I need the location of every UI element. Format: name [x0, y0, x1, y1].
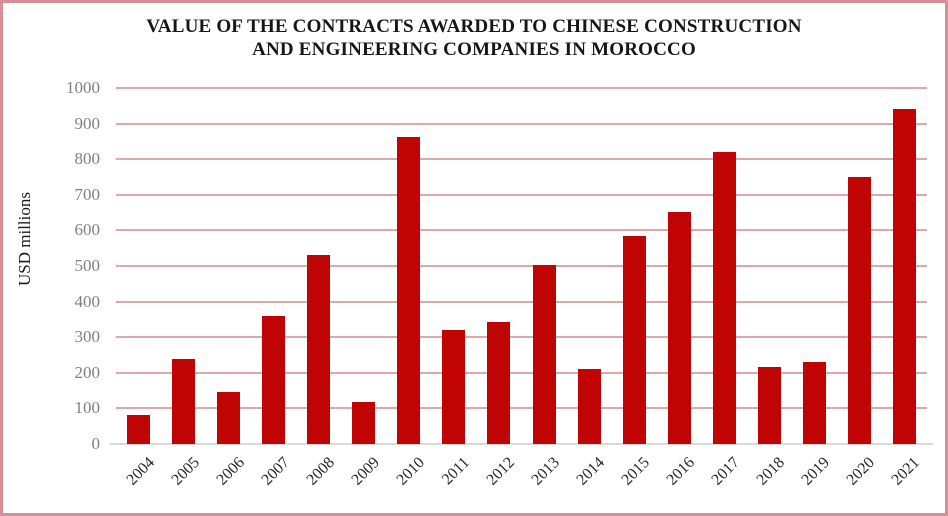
x-tick-label-2017: 2017	[708, 454, 744, 489]
gridline-1000	[116, 87, 927, 89]
y-tick-label-700: 700	[74, 184, 101, 204]
gridline-100	[116, 407, 927, 410]
gridline-900	[116, 122, 927, 125]
bar-2021	[892, 109, 916, 444]
bar-2005	[172, 358, 196, 444]
bar-2010	[397, 136, 421, 444]
x-tick-label-2007: 2007	[258, 454, 293, 489]
plot-area	[110, 87, 933, 445]
bar-2004	[127, 414, 151, 444]
bar-2006	[217, 392, 241, 444]
x-tick-label-2013: 2013	[528, 454, 564, 489]
x-tick-label-2021: 2021	[888, 454, 924, 489]
x-tick-label-2015: 2015	[618, 454, 654, 489]
gridline-400	[116, 300, 927, 303]
bar-2014	[577, 368, 601, 444]
bar-2008	[307, 254, 331, 444]
y-tick-label-200: 200	[74, 362, 101, 382]
bar-2020	[847, 177, 871, 444]
gridline-300	[116, 336, 927, 339]
y-tick-label-600: 600	[74, 220, 101, 240]
gridline-500	[116, 265, 927, 267]
x-tick-label-2012: 2012	[483, 454, 518, 489]
x-tick-label-2014: 2014	[573, 454, 609, 489]
x-tick-label-2009: 2009	[348, 454, 383, 489]
bar-2015	[622, 235, 646, 444]
y-tick-label-1000: 1000	[66, 78, 100, 97]
bar-2011	[442, 329, 466, 444]
x-tick-label-2011: 2011	[438, 454, 473, 489]
bar-2009	[352, 402, 376, 444]
gridline-200	[116, 371, 927, 374]
x-tick-label-2018: 2018	[753, 454, 789, 489]
bar-2007	[262, 315, 286, 444]
gridline-600	[116, 229, 927, 232]
y-tick-label-900: 900	[74, 113, 101, 133]
x-tick-label-2006: 2006	[212, 454, 248, 489]
chart-title-line-1: VALUE OF THE CONTRACTS AWARDED TO CHINES…	[146, 16, 802, 37]
y-tick-label-400: 400	[74, 291, 101, 311]
chart-title: VALUE OF THE CONTRACTS AWARDED TO CHINES…	[3, 15, 945, 61]
x-tick-label-2005: 2005	[167, 454, 203, 489]
x-axis-line	[110, 443, 933, 445]
gridline-800	[116, 158, 927, 161]
x-tick-label-2004: 2004	[122, 454, 158, 489]
gridline-700	[116, 193, 927, 196]
y-tick-label-800: 800	[74, 149, 101, 169]
y-axis-tick-labels: 0 100 200 300 400 500 600 700 800 900 1000	[3, 78, 101, 453]
y-tick-label-0: 0	[91, 434, 101, 453]
x-tick-label-2016: 2016	[663, 454, 699, 489]
bar-2016	[667, 211, 691, 444]
bar-2019	[802, 361, 826, 444]
bar-2018	[757, 367, 781, 444]
bar-2017	[712, 152, 736, 444]
x-tick-label-2020: 2020	[843, 454, 879, 489]
y-tick-label-500: 500	[74, 256, 101, 275]
x-tick-label-2008: 2008	[303, 454, 338, 489]
x-tick-label-2010: 2010	[393, 454, 428, 489]
y-tick-label-100: 100	[74, 398, 101, 418]
y-tick-label-300: 300	[74, 327, 101, 347]
bar-2012	[487, 321, 511, 444]
x-axis-tick-labels: 2004 2005 2006 2007 2008 2009 2010 2011 2012 2013…	[116, 444, 927, 513]
x-tick-label-2019: 2019	[798, 454, 834, 489]
bar-2013	[532, 264, 556, 444]
chart-title-line-2: AND ENGINEERING COMPANIES IN MOROCCO	[252, 39, 696, 60]
